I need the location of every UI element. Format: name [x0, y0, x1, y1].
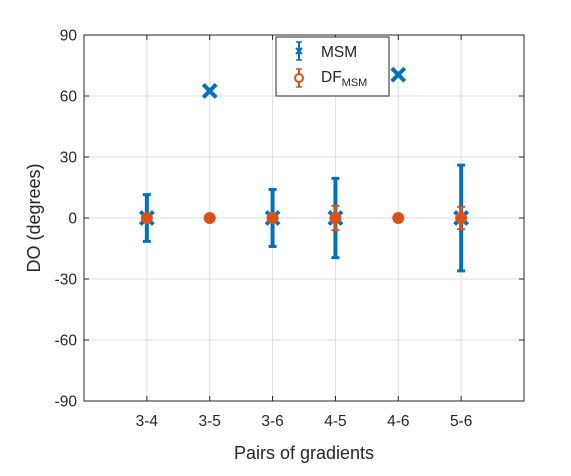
y-tick-label: 30 — [60, 150, 78, 167]
x-tick-label: 3-4 — [136, 413, 159, 430]
axis-ticks: -90 -60 -30 0 30 60 90 3-4 3-5 3-6 4-5 4-6 5-6 — [55, 28, 524, 430]
legend-label-dfmsm-subscript: MSM — [342, 77, 368, 89]
y-tick-label: -90 — [55, 394, 78, 411]
x-tick-label: 3-6 — [261, 413, 283, 430]
marker-stroke — [201, 83, 218, 99]
dfmsm-point — [266, 212, 279, 224]
legend: MSM DFMSM — [275, 36, 390, 97]
msm-point — [390, 66, 407, 83]
dfmsm-point — [392, 212, 405, 224]
x-axis-label: Pairs of gradients — [234, 443, 374, 463]
marker-stroke — [390, 66, 407, 83]
x-tick-label: 5-6 — [450, 413, 472, 430]
y-axis-label: DO (degrees) — [24, 163, 44, 272]
legend-label-msm: MSM — [321, 44, 357, 61]
y-tick-label: 0 — [68, 211, 77, 228]
dfmsm-point — [455, 212, 468, 224]
legend-label-dfmsm-main: DF — [321, 69, 342, 86]
y-tick-label: 60 — [60, 89, 78, 106]
legend-label-dfmsm: DFMSM — [321, 69, 367, 89]
dfmsm-point — [140, 212, 153, 224]
legend-symbol-dfmsm — [294, 68, 304, 88]
data-marks — [138, 66, 470, 273]
dfmsm-point — [203, 212, 216, 224]
x-tick-label: 4-5 — [324, 413, 346, 430]
dfmsm-point — [329, 212, 342, 224]
y-tick-label: -30 — [55, 272, 78, 289]
y-tick-label: -60 — [55, 333, 78, 350]
legend-box — [275, 36, 390, 97]
x-tick-label: 4-6 — [387, 413, 409, 430]
y-tick-label: 90 — [60, 28, 78, 45]
legend-symbols — [294, 41, 304, 88]
msm-point — [201, 83, 218, 99]
legend-label-msm-main: MSM — [321, 44, 357, 61]
legend-symbol-msm — [295, 41, 303, 61]
legend-marker-stroke — [295, 47, 303, 55]
x-tick-label: 3-5 — [199, 413, 221, 430]
legend-marker-circle — [294, 73, 304, 83]
